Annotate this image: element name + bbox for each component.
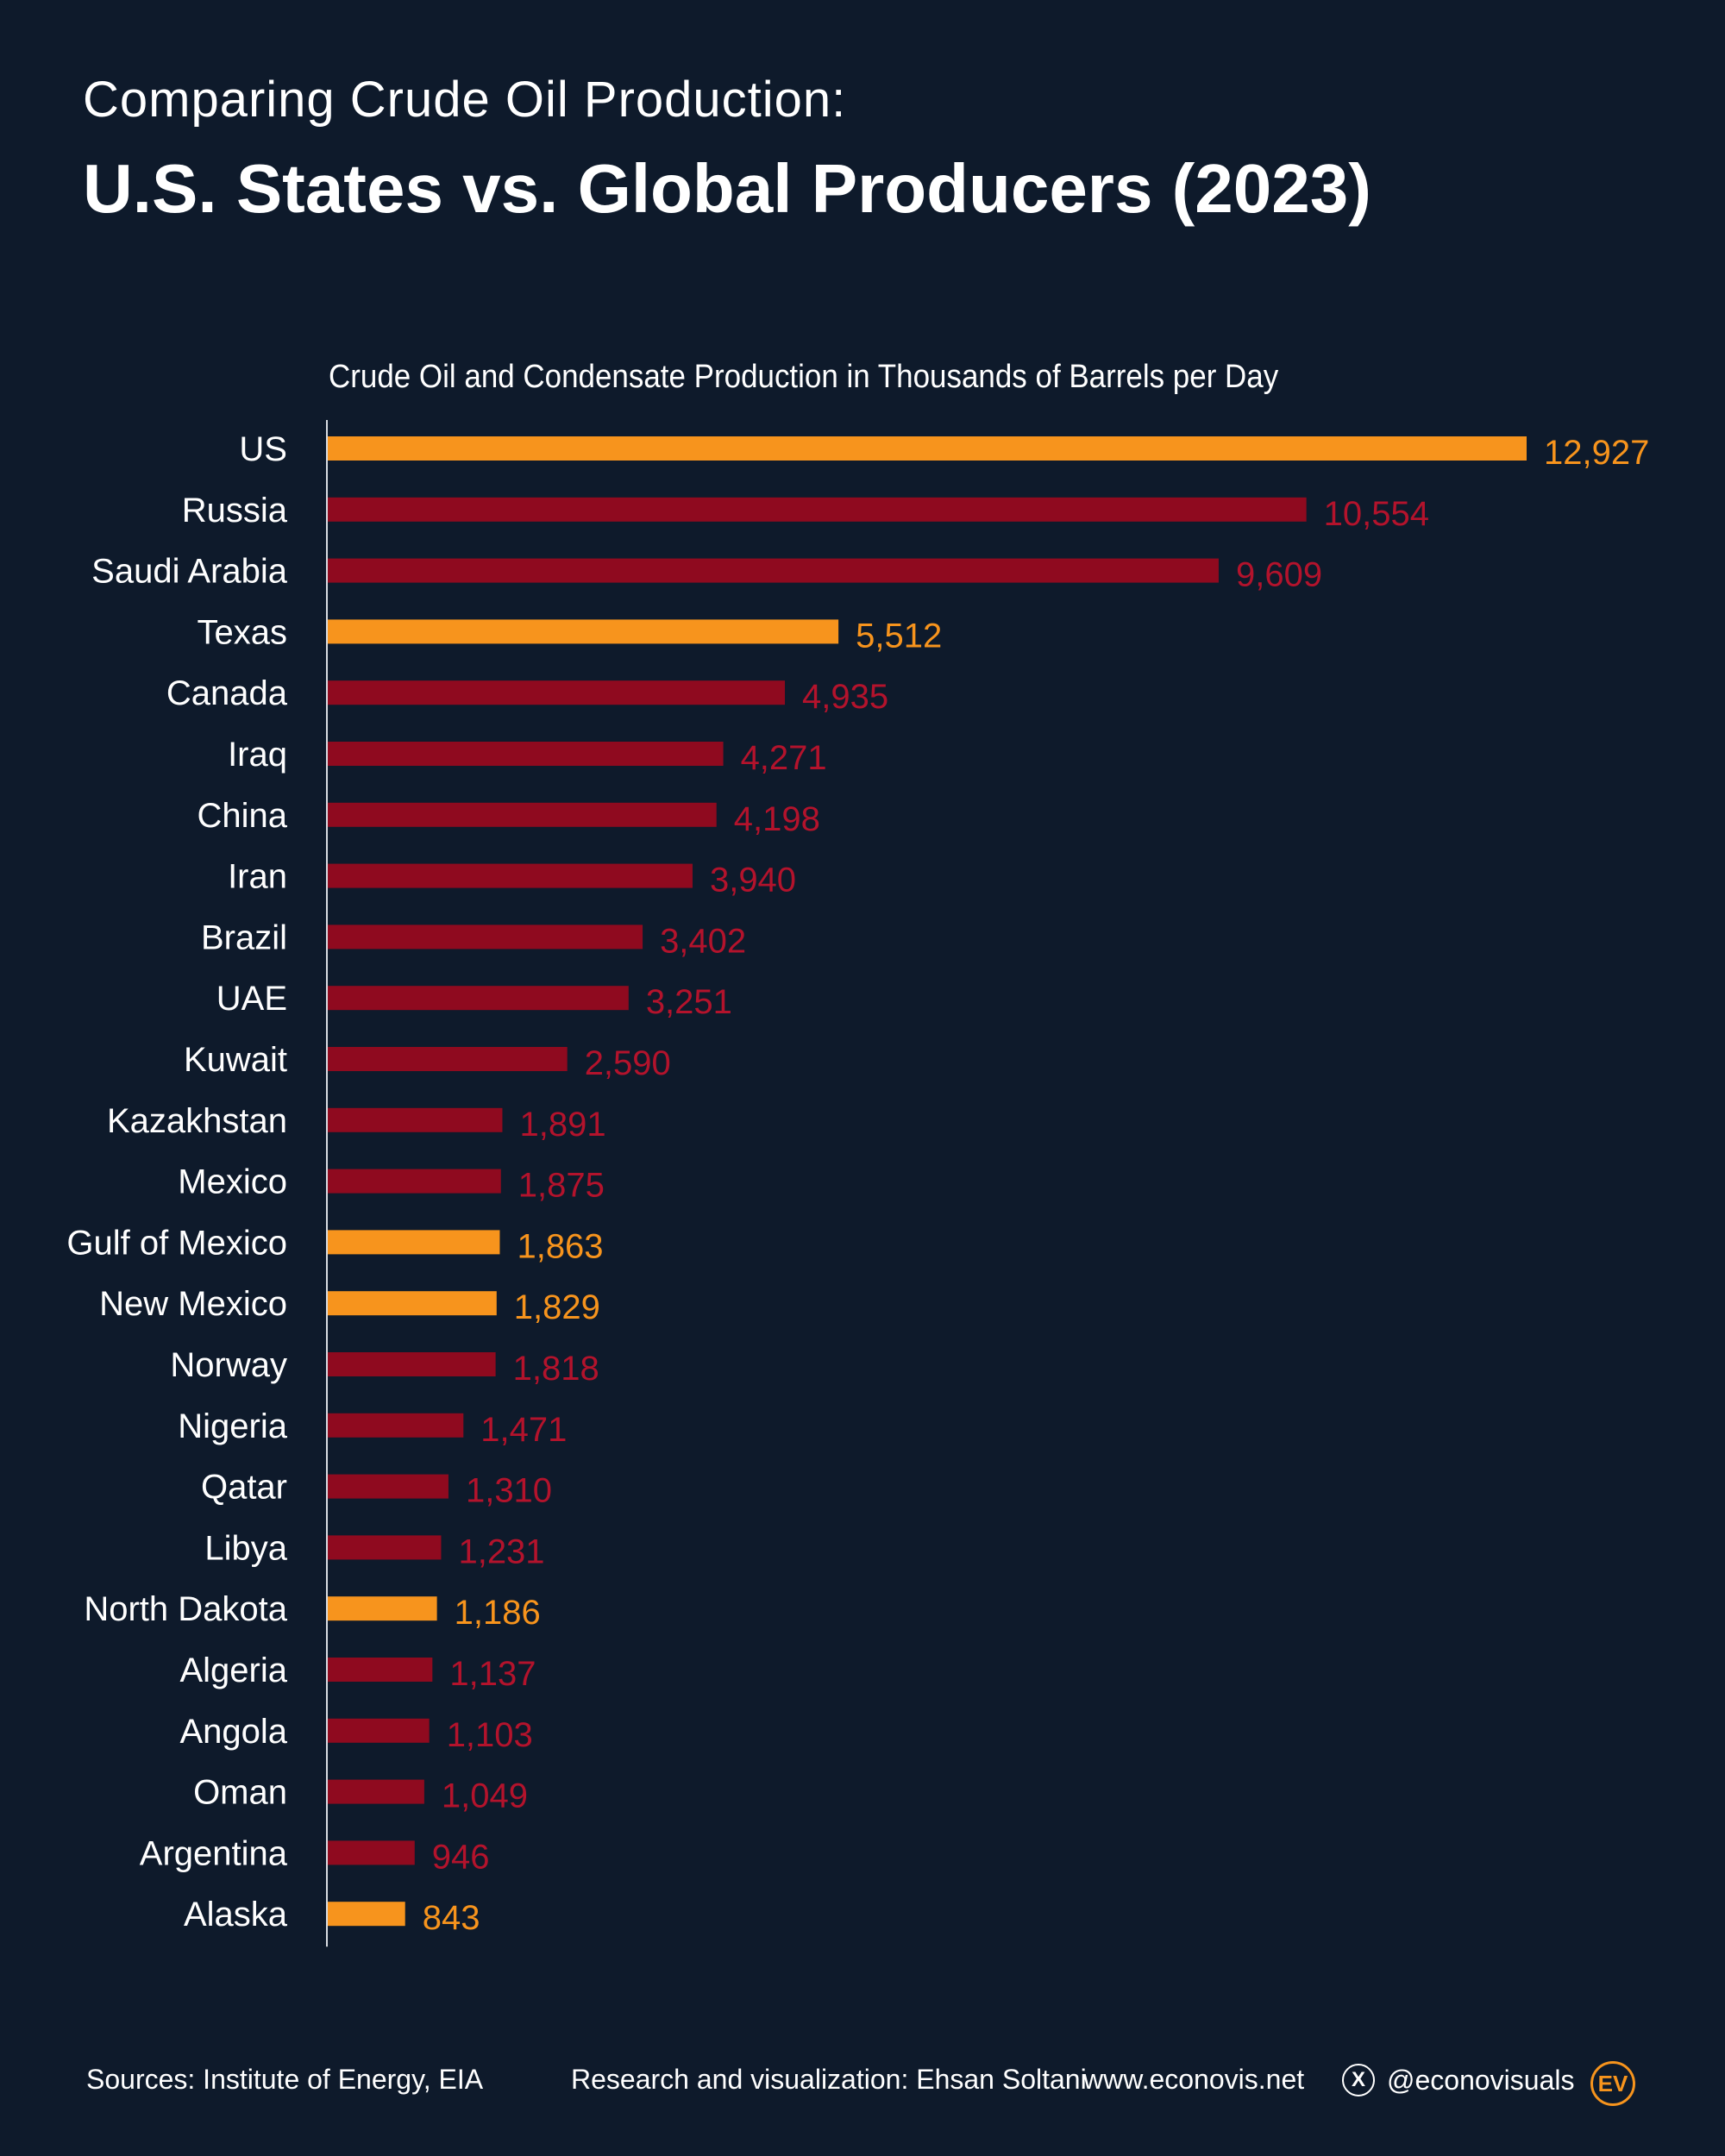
x-logo-icon: X <box>1342 2064 1375 2096</box>
value-label: 5,512 <box>856 617 942 655</box>
value-label: 4,271 <box>741 739 827 777</box>
category-label: Alaska <box>184 1896 288 1934</box>
category-label: Kazakhstan <box>107 1102 287 1140</box>
title-block: Comparing Crude Oil Production: U.S. Sta… <box>83 71 1371 229</box>
bar <box>327 436 1527 461</box>
category-label: Iran <box>228 858 287 896</box>
value-label: 1,231 <box>458 1532 544 1570</box>
bar <box>327 1596 437 1621</box>
value-label: 1,137 <box>449 1655 536 1693</box>
category-label: Mexico <box>178 1163 287 1201</box>
bar <box>327 1230 500 1255</box>
category-label: US <box>239 430 287 468</box>
value-label: 1,875 <box>518 1167 605 1205</box>
category-label: Texas <box>198 613 288 651</box>
value-label: 3,251 <box>646 983 732 1021</box>
bar <box>327 1718 430 1743</box>
category-label: Saudi Arabia <box>91 553 288 591</box>
value-label: 3,940 <box>710 862 796 899</box>
category-label: Libya <box>204 1529 287 1567</box>
bar <box>327 742 724 766</box>
value-label: 12,927 <box>1544 434 1649 472</box>
value-label: 1,863 <box>517 1227 603 1265</box>
category-label: Argentina <box>140 1834 288 1872</box>
bar <box>327 497 1307 522</box>
bar <box>327 1413 464 1438</box>
website-link[interactable]: www.econovis.net <box>1083 2064 1305 2095</box>
value-label: 1,310 <box>466 1472 552 1510</box>
bar <box>327 1352 496 1376</box>
sources-text: Sources: Institute of Energy, EIA <box>86 2064 484 2095</box>
value-label: 1,471 <box>480 1411 567 1449</box>
bar <box>327 1779 424 1804</box>
value-label: 4,198 <box>734 800 820 838</box>
value-label: 946 <box>432 1838 490 1876</box>
bar <box>327 1535 442 1560</box>
bar <box>327 1107 503 1132</box>
value-label: 3,402 <box>660 922 746 960</box>
social-handle[interactable]: X @econovisuals <box>1342 2064 1574 2096</box>
bar <box>327 680 786 705</box>
value-label: 2,590 <box>585 1044 671 1082</box>
credit-text: Research and visualization: Ehsan Soltan… <box>571 2064 1087 2095</box>
category-label: Qatar <box>201 1469 287 1507</box>
value-label: 10,554 <box>1324 495 1429 533</box>
bar <box>327 802 717 827</box>
bar <box>327 1902 405 1927</box>
chart-caption: Crude Oil and Condensate Production in T… <box>329 359 1279 395</box>
value-label: 1,829 <box>514 1288 600 1326</box>
bar <box>327 1047 568 1071</box>
category-label: Brazil <box>201 918 287 956</box>
category-label: Norway <box>170 1346 287 1384</box>
value-label: 1,891 <box>519 1106 605 1144</box>
bar <box>327 863 693 888</box>
category-label: Algeria <box>179 1651 287 1689</box>
chart-title: U.S. States vs. Global Producers (2023) <box>83 150 1371 227</box>
bar <box>327 1840 415 1865</box>
bar <box>327 1474 448 1499</box>
bar <box>327 986 629 1011</box>
bar <box>327 1658 433 1682</box>
category-label: Russia <box>182 492 288 530</box>
value-label: 1,049 <box>442 1777 528 1815</box>
bar <box>327 1291 497 1316</box>
value-label: 1,186 <box>455 1594 541 1632</box>
category-label: Kuwait <box>184 1041 287 1079</box>
category-label: Canada <box>166 674 288 712</box>
value-label: 843 <box>423 1899 480 1937</box>
category-label: UAE <box>216 980 287 1018</box>
category-label: Oman <box>193 1774 287 1812</box>
category-label: Angola <box>179 1713 287 1751</box>
category-label: Iraq <box>228 736 287 774</box>
category-label: New Mexico <box>99 1285 287 1323</box>
value-label: 9,609 <box>1236 556 1322 594</box>
category-label: China <box>197 797 287 835</box>
chart-subtitle: Comparing Crude Oil Production: <box>83 72 847 128</box>
category-label: North Dakota <box>84 1590 287 1628</box>
value-label: 1,103 <box>447 1716 533 1754</box>
bar <box>327 924 643 950</box>
category-label: Gulf of Mexico <box>66 1224 287 1262</box>
ev-logo-icon: EV <box>1590 2061 1635 2106</box>
bar <box>327 558 1219 583</box>
category-label: Nigeria <box>178 1407 287 1445</box>
value-label: 1,818 <box>513 1350 599 1388</box>
handle-text: @econovisuals <box>1387 2064 1575 2096</box>
bar <box>327 1169 501 1194</box>
value-label: 4,935 <box>802 678 888 716</box>
bar-chart: US 12,927 Russia 10,554 Saudi Arabia 9,609 Tex… <box>66 420 1649 1947</box>
bar <box>327 619 839 644</box>
